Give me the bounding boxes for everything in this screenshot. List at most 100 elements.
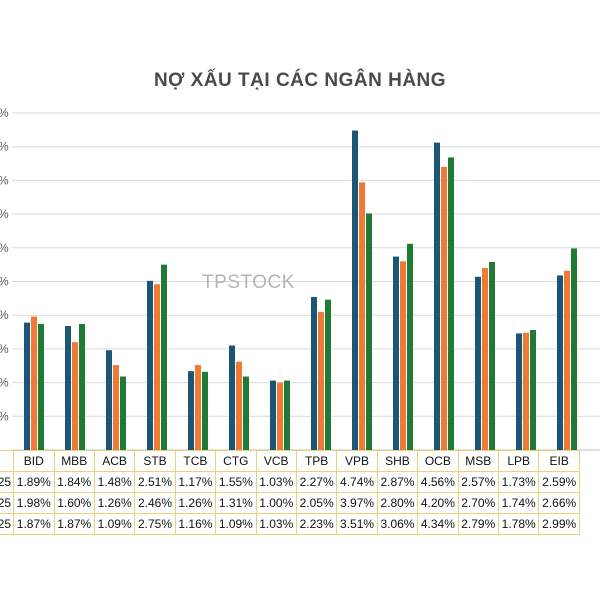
value-cell: 2.23% [295,513,338,535]
value-cell: 2.66% [538,492,580,514]
value-cell: 1.48% [93,471,136,493]
bar-vpb-series-2 [359,182,365,450]
value-cell: 1.84% [53,471,95,493]
bar-acb-series-1 [106,350,112,450]
category-label: CTG [215,450,257,472]
value-cell: 2.87% [376,471,419,493]
value-cell: 1.87% [53,513,95,535]
value-cell: 4.74% [336,471,378,493]
bar-msb-series-3 [489,261,495,450]
bar-mbb-series-1 [65,325,71,450]
value-cell: 2.99% [538,513,580,535]
y-tick-label: % [0,207,9,221]
bar-ctg-series-3 [243,376,249,450]
bar-vpb-series-3 [366,213,372,450]
value-cell: 3.51% [336,513,378,535]
bar-shb-series-2 [400,261,406,450]
value-cell: 2.80% [376,492,419,514]
y-tick-label: % [0,140,9,154]
bar-stb-series-3 [161,264,167,450]
value-cell: 1.03% [255,513,297,535]
category-label: SHB [376,450,419,472]
bar-stb-series-2 [154,284,160,450]
value-cell: 1.26% [174,492,217,514]
watermark: TPSTOCK [202,272,295,293]
category-label: TCB [174,450,217,472]
bar-eib-series-2 [564,270,570,450]
value-cell: 1.55% [215,471,257,493]
category-label: MBB [53,450,95,472]
category-label: TPB [295,450,338,472]
bar-tpb-series-1 [311,297,317,450]
value-cell: 2.46% [134,492,176,514]
bar-vcb-series-1 [270,380,276,450]
y-tick-label: % [0,409,9,423]
bar-lpb-series-1 [516,333,522,450]
value-cell: 1.60% [53,492,95,514]
bar-ocb-series-1 [434,142,440,450]
table-row-header: 25 [0,513,15,535]
category-label: ACB [93,450,136,472]
bar-acb-series-3 [120,376,126,450]
value-cell: 2.05% [295,492,338,514]
category-label: OCB [417,450,459,472]
bar-lpb-series-3 [530,330,536,450]
category-label: MSB [457,450,499,472]
category-label: LPB [497,450,540,472]
bar-tcb-series-1 [188,371,194,450]
value-cell: 2.51% [134,471,176,493]
table-row: 25 1.87% 1.87% 1.09% 2.75% 1.16% 1.09% 1.03% 2.2… [0,513,580,535]
bar-ocb-series-2 [441,166,447,451]
bar-acb-series-2 [113,365,119,450]
bar-vcb-series-2 [277,382,283,450]
value-cell: 2.79% [457,513,499,535]
value-cell: 1.98% [13,492,55,514]
y-tick-label: % [0,275,9,289]
value-cell: 3.06% [376,513,419,535]
y-tick-label: % [0,106,9,120]
bar-tpb-series-3 [325,299,331,450]
bar-shb-series-1 [393,256,399,450]
category-label: BID [13,450,55,472]
data-table: BID MBB ACB STB TCB CTG VCB TPB VPB SHB OCB MSB LPB E… [0,450,580,535]
value-cell: 4.34% [417,513,459,535]
bar-lpb-series-2 [523,332,529,450]
value-cell: 4.56% [417,471,459,493]
value-cell: 2.70% [457,492,499,514]
value-cell: 1.16% [174,513,217,535]
category-label: VCB [255,450,297,472]
table-row: 25 1.98% 1.60% 1.26% 2.46% 1.26% 1.31% 1.00% 2.0… [0,492,580,514]
value-cell: 1.03% [255,471,297,493]
value-cell: 1.73% [497,471,540,493]
bar-msb-series-1 [475,276,481,450]
bar-eib-series-3 [571,248,577,450]
table-row: 25 1.89% 1.84% 1.48% 2.51% 1.17% 1.55% 1.03% 2.2… [0,471,580,493]
gridlines [12,112,600,451]
value-cell: 1.09% [93,513,136,535]
bar-vcb-series-3 [284,380,290,450]
bar-bid-series-3 [38,323,44,450]
value-cell: 1.78% [497,513,540,535]
bar-series [24,130,577,451]
y-axis-ticks: %%%%%%%%%% [0,106,9,423]
value-cell: 1.89% [13,471,55,493]
bar-vpb-series-1 [352,130,358,451]
category-label: EIB [538,450,580,472]
value-cell: 1.87% [13,513,55,535]
y-tick-label: % [0,241,9,255]
value-cell: 1.09% [215,513,257,535]
table-row-header: 25 [0,471,15,493]
bar-bid-series-1 [24,322,30,450]
y-tick-label: % [0,342,9,356]
bar-ctg-series-2 [236,361,242,450]
value-cell: 1.00% [255,492,297,514]
table-row-header: 25 [0,492,15,514]
value-cell: 2.57% [457,471,499,493]
bar-mbb-series-2 [72,342,78,450]
value-cell: 1.17% [174,471,217,493]
value-cell: 2.75% [134,513,176,535]
bar-shb-series-3 [407,243,413,450]
bar-bid-series-2 [31,316,37,450]
bar-tcb-series-3 [202,371,208,450]
